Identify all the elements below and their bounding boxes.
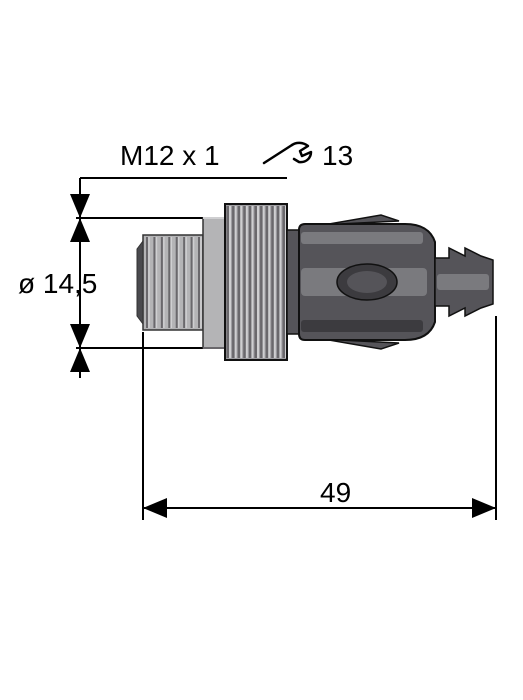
drawing-canvas: M12 x 1 13 ø 14,5 49 — [0, 0, 523, 700]
connector-drawing — [0, 0, 523, 700]
